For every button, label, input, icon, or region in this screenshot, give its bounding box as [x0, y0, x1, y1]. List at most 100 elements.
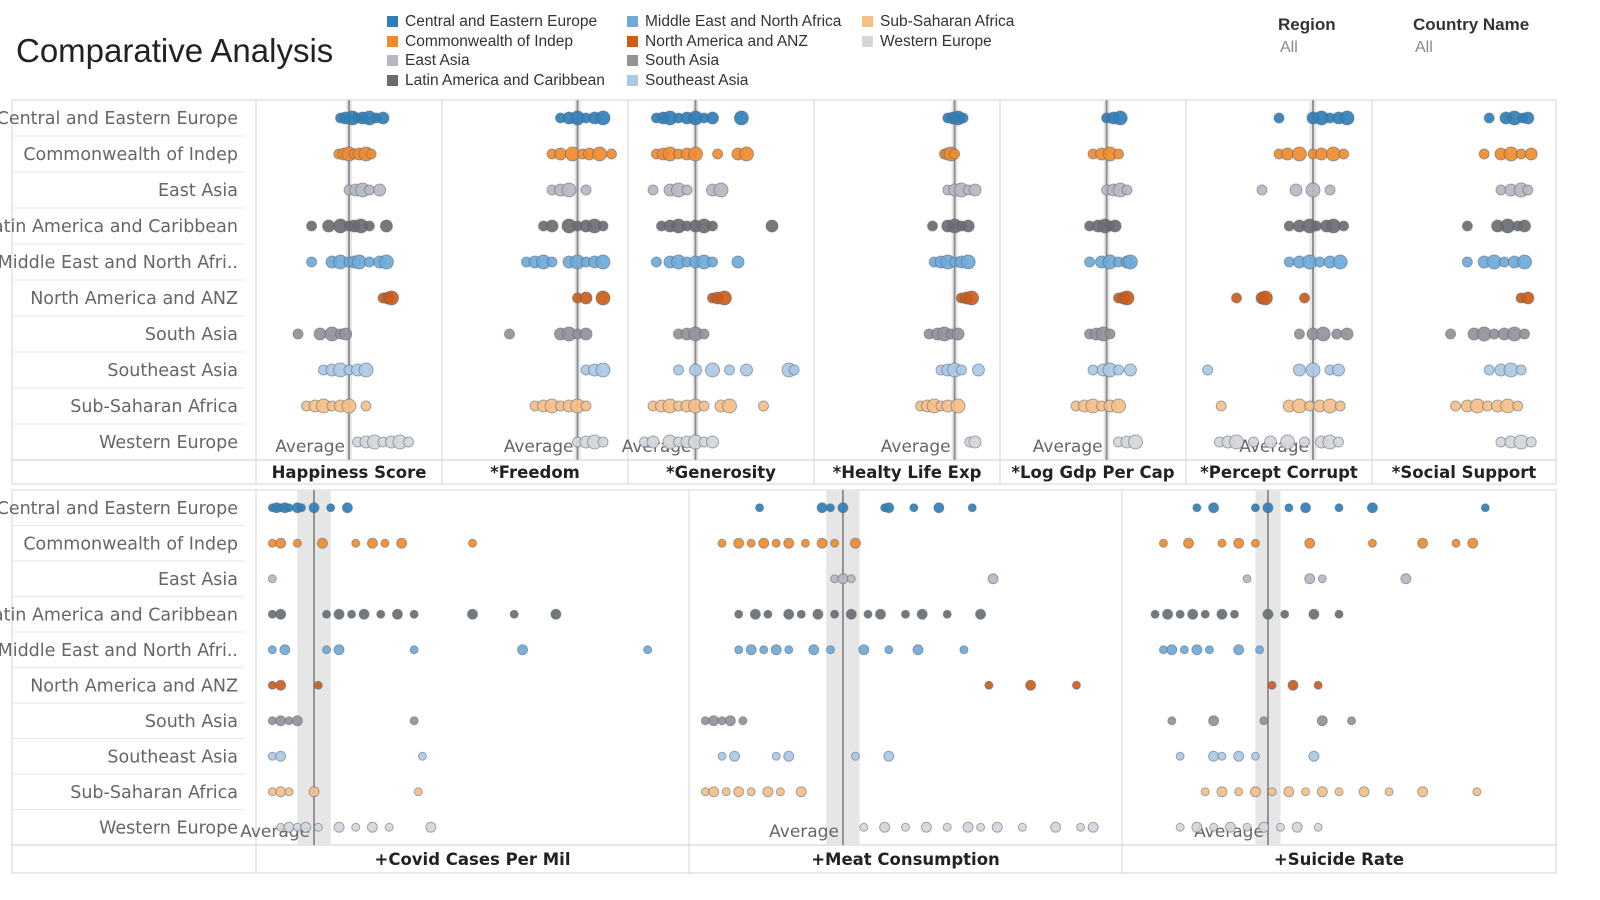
data-point — [976, 822, 986, 832]
data-point — [830, 609, 840, 619]
data-point — [1204, 645, 1214, 655]
data-point — [1216, 608, 1228, 620]
data-point — [1518, 328, 1530, 340]
legend-item[interactable]: Latin America and Caribbean — [387, 71, 605, 91]
data-point — [384, 290, 399, 306]
legend-item[interactable]: Central and Eastern Europe — [387, 12, 597, 32]
country-filter-value[interactable]: All — [1415, 39, 1433, 56]
data-point — [1267, 787, 1277, 797]
data-point — [1334, 609, 1344, 619]
legend-item[interactable]: Middle East and North Africa — [627, 12, 841, 32]
data-point — [322, 219, 336, 233]
data-point — [1166, 644, 1178, 656]
data-point — [771, 751, 781, 761]
data-point — [951, 327, 965, 341]
data-point — [1291, 821, 1303, 833]
row-label: Western Europe — [99, 818, 238, 838]
data-point — [749, 608, 761, 620]
data-point — [326, 503, 336, 513]
data-point — [1478, 148, 1490, 160]
data-point — [1315, 147, 1328, 161]
data-point — [724, 715, 736, 727]
region-filter-value[interactable]: All — [1280, 39, 1298, 56]
data-point — [759, 645, 769, 655]
data-point — [933, 502, 945, 514]
data-point — [417, 751, 427, 761]
average-label: Average — [275, 437, 345, 457]
data-point — [1316, 786, 1328, 798]
data-point — [1334, 400, 1346, 412]
data-point — [1498, 256, 1510, 268]
legend-swatch — [387, 55, 398, 66]
data-point — [1480, 503, 1490, 513]
data-point — [738, 716, 748, 726]
legend-item[interactable]: North America and ANZ — [627, 32, 808, 52]
panel-frame — [11, 489, 1557, 874]
legend-item[interactable]: Western Europe — [862, 32, 992, 52]
data-point — [606, 148, 617, 160]
data-point — [1495, 436, 1507, 448]
data-point — [783, 537, 795, 549]
data-point — [363, 184, 375, 196]
legend-item[interactable]: Southeast Asia — [627, 71, 748, 91]
data-point — [1283, 786, 1295, 798]
row-label: Central and Eastern Europe — [0, 109, 238, 129]
data-point — [1259, 716, 1269, 726]
data-point — [425, 821, 437, 833]
data-point — [409, 609, 419, 619]
data-point — [339, 327, 353, 341]
legend-item[interactable]: East Asia — [387, 51, 470, 71]
data-point — [292, 538, 302, 548]
data-point — [322, 645, 332, 655]
data-point — [579, 327, 593, 341]
data-point — [1333, 436, 1344, 448]
region-filter[interactable]: Region All — [1278, 15, 1336, 57]
data-point — [284, 716, 294, 726]
data-point — [1108, 219, 1122, 233]
data-point — [733, 110, 749, 126]
data-point — [698, 328, 710, 340]
data-point — [403, 436, 414, 448]
legend-swatch — [387, 16, 398, 27]
country-filter-label: Country Name — [1413, 15, 1530, 34]
data-point — [909, 503, 919, 513]
data-point — [689, 363, 702, 377]
data-point — [961, 219, 975, 233]
data-point — [267, 574, 277, 584]
data-point — [545, 219, 559, 233]
data-point — [467, 608, 478, 620]
data-point — [333, 644, 345, 656]
data-point — [1249, 786, 1261, 798]
measure-label: *Percept Corrupt — [1200, 463, 1358, 482]
data-point — [912, 644, 924, 656]
average-label: Average — [769, 822, 839, 842]
row-label: Middle East and North Afri.. — [0, 641, 238, 661]
data-point — [1334, 503, 1344, 513]
data-point — [550, 608, 562, 620]
row-label: Southeast Asia — [107, 361, 238, 381]
legend-item[interactable]: South Asia — [627, 51, 719, 71]
data-point — [595, 110, 611, 126]
data-point — [308, 502, 320, 514]
data-point — [376, 111, 390, 125]
legend-item[interactable]: Commonwealth of Indep — [387, 32, 573, 52]
data-point — [1289, 183, 1303, 197]
legend-item[interactable]: Sub-Saharan Africa — [862, 12, 1014, 32]
measure-label: *Healty Life Exp — [833, 463, 982, 482]
row-label: Middle East and North Afri.. — [0, 253, 238, 273]
data-point — [968, 435, 982, 449]
data-point — [1340, 327, 1354, 341]
row-label: North America and ANZ — [30, 676, 238, 696]
data-point — [816, 537, 828, 549]
data-point — [267, 645, 277, 655]
data-point — [1338, 220, 1350, 232]
data-point — [1175, 751, 1185, 761]
country-filter[interactable]: Country Name All — [1413, 15, 1529, 57]
data-point — [825, 645, 835, 655]
data-point — [1339, 110, 1355, 126]
data-point — [724, 364, 735, 376]
data-point — [1187, 608, 1199, 620]
data-point — [883, 750, 895, 762]
data-point — [643, 645, 653, 655]
